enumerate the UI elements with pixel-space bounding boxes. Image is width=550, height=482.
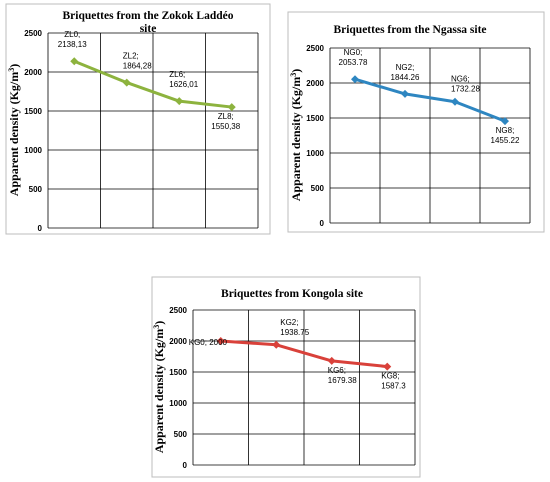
series-line bbox=[73, 59, 232, 109]
y-tick-label: 2000 bbox=[169, 337, 187, 346]
data-label: KG2; 1938.75 bbox=[280, 318, 309, 337]
y-tick-label: 1000 bbox=[24, 146, 42, 155]
data-point-marker bbox=[272, 340, 281, 349]
y-tick-label: 500 bbox=[311, 184, 325, 193]
y-tick-label: 2500 bbox=[306, 44, 324, 53]
data-point-marker bbox=[122, 78, 131, 87]
data-label: ZL2; 1864,28 bbox=[123, 52, 152, 71]
data-label: KG8; 1587.3 bbox=[381, 372, 406, 391]
chart-title: Briquettes from the Zokok Laddéo site bbox=[62, 10, 233, 35]
y-tick-label: 0 bbox=[38, 224, 43, 233]
series-line bbox=[354, 77, 506, 123]
chart-frame bbox=[287, 11, 545, 233]
y-tick-label: 1500 bbox=[169, 368, 187, 377]
data-point-marker bbox=[451, 97, 459, 106]
y-tick-label: 1500 bbox=[24, 107, 42, 116]
y-tick-label: 2500 bbox=[169, 306, 187, 315]
y-axis-label: Apparent density (Kg/m3) bbox=[7, 64, 21, 196]
chart-title: Briquettes from the Ngassa site bbox=[333, 24, 486, 36]
data-label: NG2; 1844.26 bbox=[391, 63, 420, 82]
data-label: NG6; 1732.28 bbox=[451, 75, 480, 94]
y-axis-label: Apparent density (Kg/m3) bbox=[152, 321, 166, 453]
data-label: NG0; 2053.78 bbox=[339, 48, 368, 67]
data-point-marker bbox=[401, 89, 409, 98]
y-tick-label: 1000 bbox=[306, 149, 324, 158]
data-label: NG8; 1455.22 bbox=[491, 126, 520, 145]
data-point-marker bbox=[383, 362, 392, 371]
data-label: KG6; 1679.38 bbox=[328, 366, 357, 385]
y-tick-label: 500 bbox=[29, 185, 43, 194]
series-line bbox=[220, 339, 388, 369]
chart-zokok-laddeo: 0 500 1000 1500 2000 2500 Briquettes from the … bbox=[5, 3, 271, 235]
data-label: ZL8; 1550,38 bbox=[211, 112, 240, 131]
y-tick-label: 1500 bbox=[306, 114, 324, 123]
y-tick-label: 2000 bbox=[306, 79, 324, 88]
y-tick-label: 500 bbox=[174, 430, 188, 439]
y-tick-label: 1000 bbox=[169, 399, 187, 408]
data-label: ZL0; 2138,13 bbox=[58, 30, 87, 49]
chart-kongola: 0 500 1000 1500 2000 2500 Briquettes from Kong… bbox=[151, 276, 421, 478]
data-point-marker bbox=[227, 103, 236, 112]
data-label: KG0; 2000 bbox=[189, 338, 228, 347]
data-point-marker bbox=[501, 117, 509, 126]
chart-frame bbox=[5, 3, 271, 235]
data-point-marker bbox=[70, 57, 79, 66]
data-point-marker bbox=[351, 75, 359, 84]
data-point-marker bbox=[175, 97, 184, 106]
data-point-marker bbox=[216, 337, 225, 345]
y-tick-label: 2500 bbox=[24, 29, 42, 38]
data-point-marker bbox=[327, 356, 336, 365]
data-label: ZL6; 1626,01 bbox=[169, 70, 198, 89]
y-tick-label: 0 bbox=[320, 219, 325, 228]
y-axis-label: Apparent density (Kg/m3) bbox=[289, 69, 303, 201]
chart-title: Briquettes from Kongola site bbox=[221, 288, 363, 300]
chart-frame bbox=[151, 276, 421, 478]
chart-ngassa: 0 500 1000 1500 2000 2500 Briquettes from the … bbox=[287, 11, 545, 233]
y-tick-label: 2000 bbox=[24, 68, 42, 77]
y-tick-label: 0 bbox=[183, 461, 188, 470]
